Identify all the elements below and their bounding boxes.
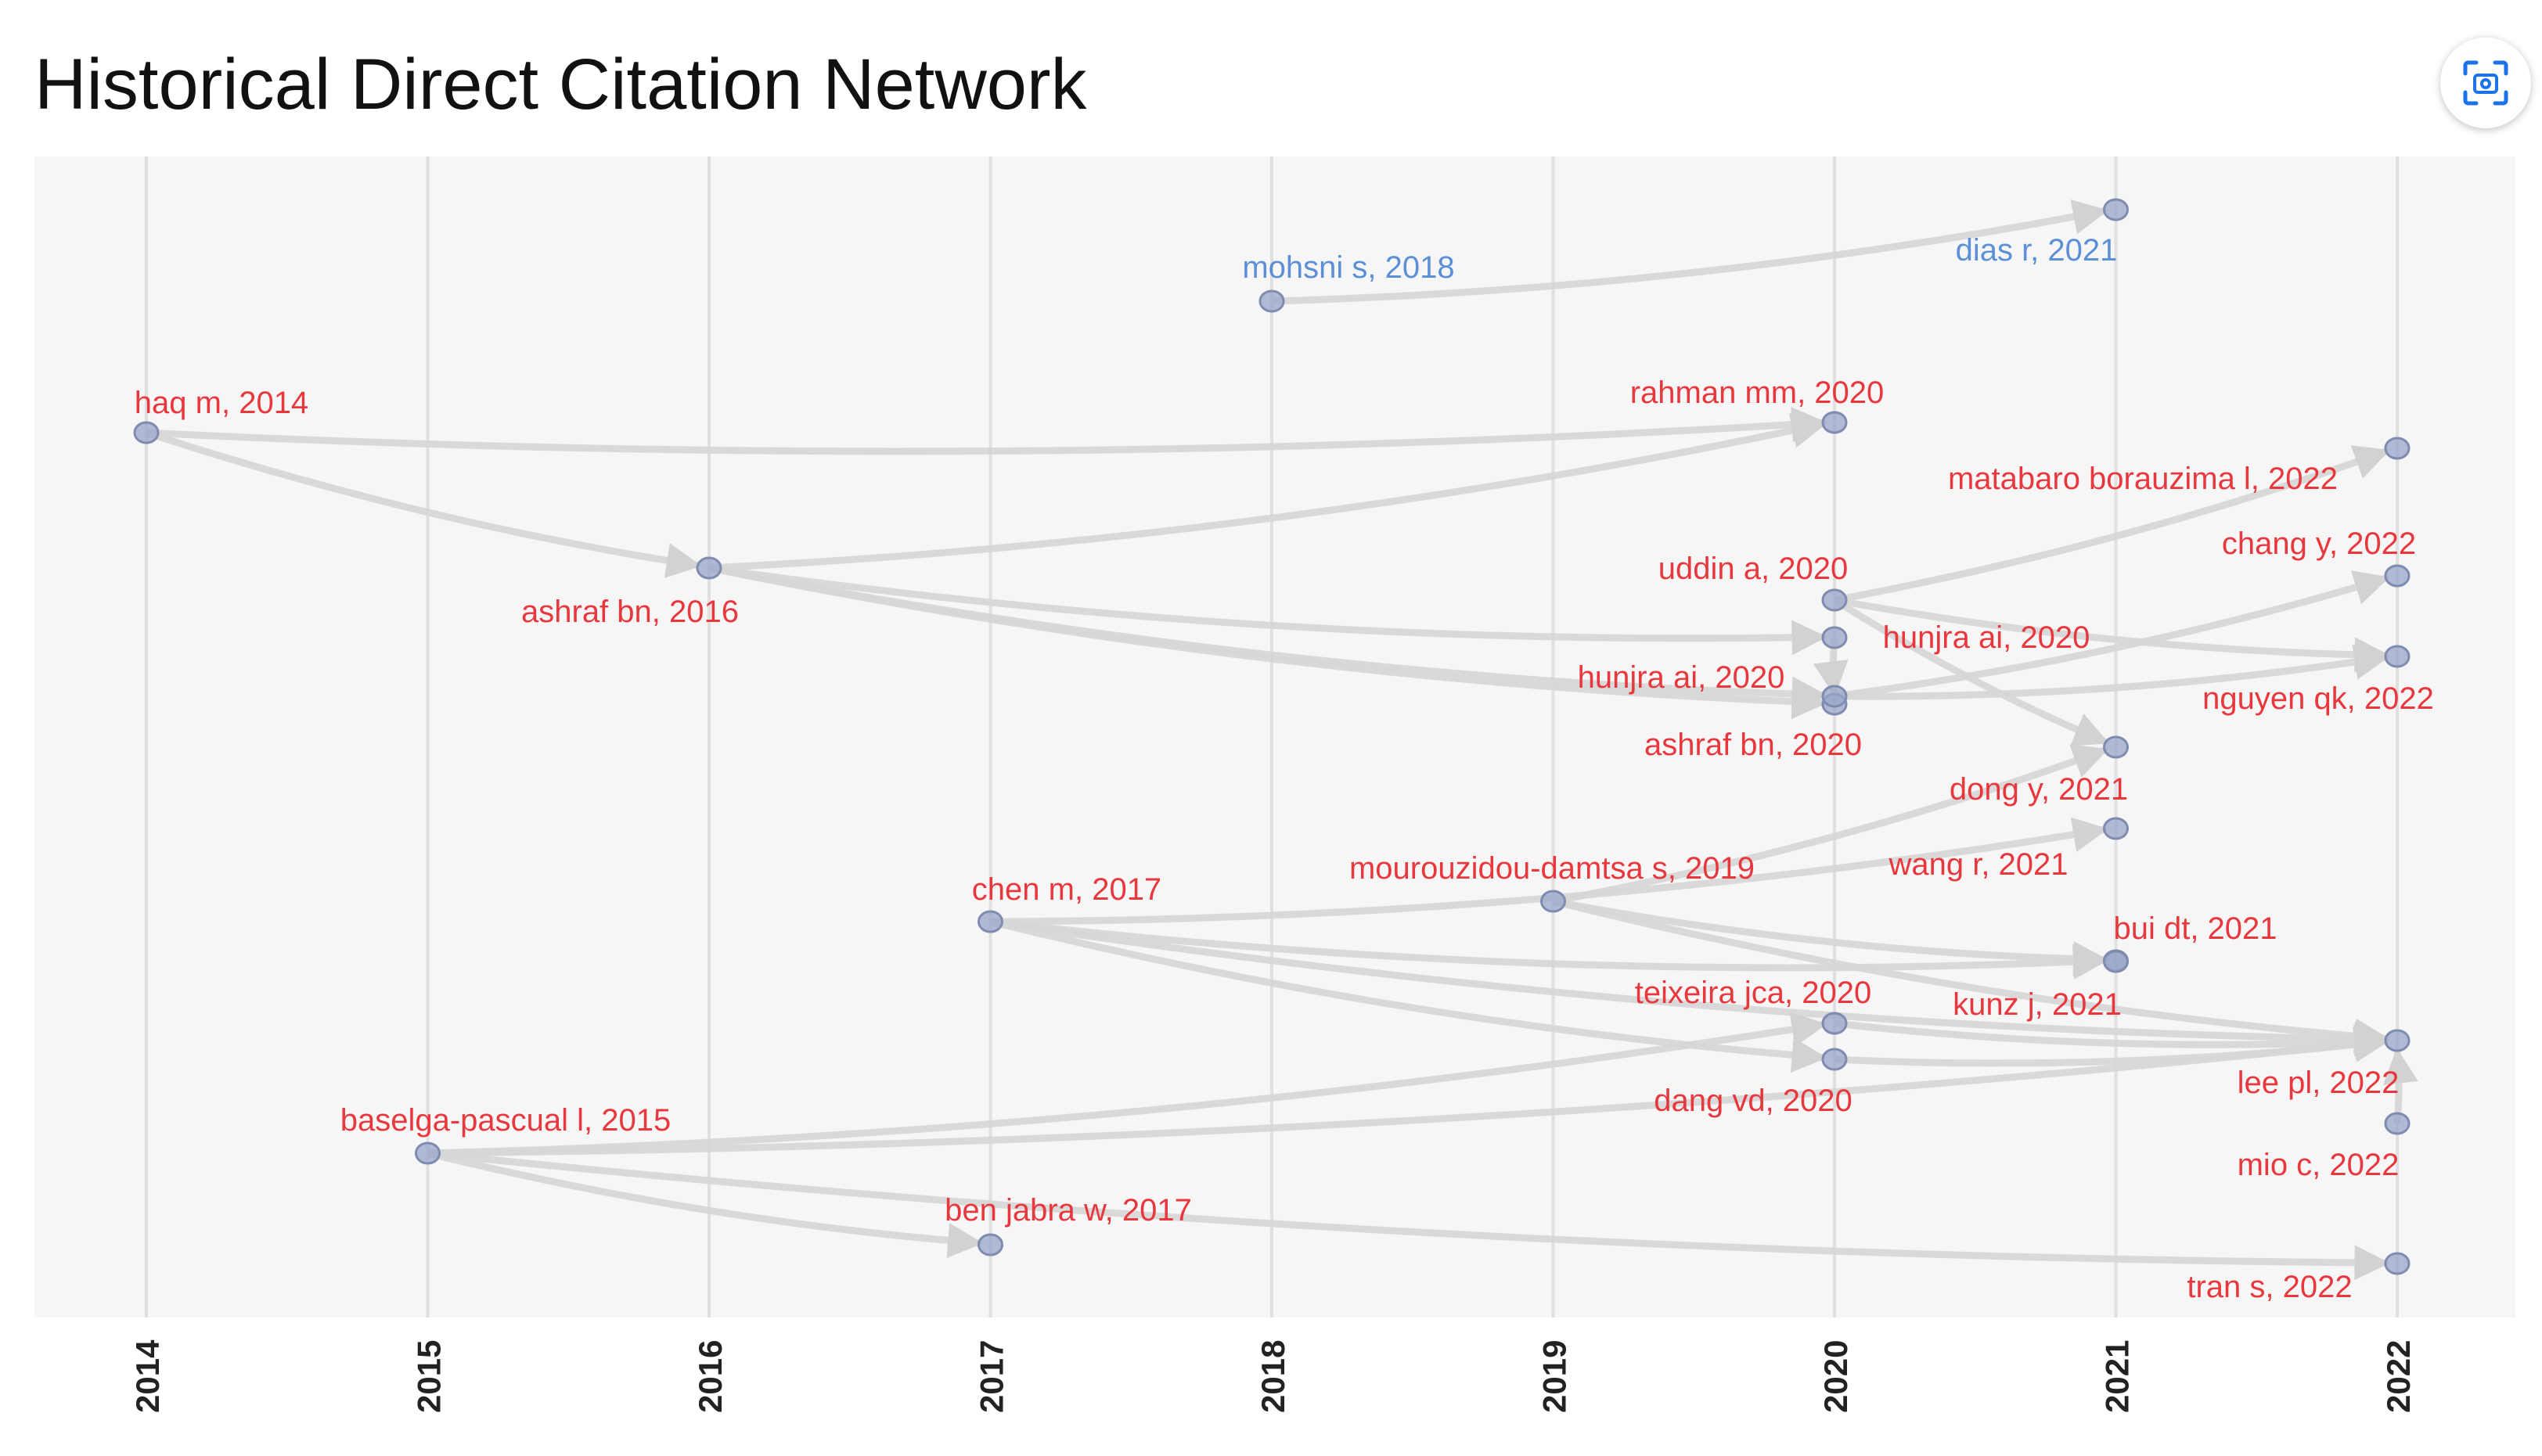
node-label-dong_2021: dong y, 2021 (1950, 772, 2128, 807)
edge-ashraf_2016-to-rahman_2020 (708, 413, 1827, 572)
node-matabaro_2022[interactable] (2384, 437, 2411, 460)
node-label-haq_2014: haq m, 2014 (135, 386, 308, 420)
edge-haq_2014-to-rahman_2020 (146, 407, 1827, 455)
node-dong_2021[interactable] (2103, 735, 2129, 759)
node-dias_2021[interactable] (2103, 198, 2129, 221)
node-label-hunjra_2020b: hunjra ai, 2020 (1883, 620, 2090, 655)
node-tran_2022[interactable] (2384, 1252, 2411, 1275)
node-label-benjabra_2017: ben jabra w, 2017 (945, 1193, 1192, 1228)
node-chen_2017[interactable] (978, 910, 1003, 933)
edge-baselga_2015-to-lee_2022 (427, 1026, 2390, 1157)
node-label-wang_2021: wang r, 2021 (1888, 847, 2068, 882)
node-label-ashraf_2016: ashraf bn, 2016 (521, 595, 739, 629)
node-label-chen_2017: chen m, 2017 (972, 872, 1161, 907)
node-label-baselga_2015: baselga-pascual l, 2015 (340, 1103, 672, 1138)
node-wang_2021[interactable] (2103, 817, 2129, 840)
node-mourouzidou_2019[interactable] (1540, 890, 1566, 913)
node-label-uddin_2020: uddin a, 2020 (1658, 552, 1848, 586)
node-benjabra_2017[interactable] (978, 1233, 1003, 1256)
x-tick-label-2021: 2021 (2099, 1340, 2136, 1413)
node-lee_2022[interactable] (2384, 1029, 2411, 1052)
node-label-dang_2020: dang vd, 2020 (1654, 1084, 1852, 1118)
label-layer: mohsni s, 2018 dias r, 2021 haq m, 2014 rah… (135, 233, 2434, 1304)
node-hunjra_2020b[interactable] (1821, 626, 1848, 649)
node-layer (133, 198, 2411, 1275)
edge-chen_2017-to-bui_2021 (989, 918, 2109, 980)
node-label-hunjra_2020a: hunjra ai, 2020 (1578, 660, 1785, 695)
edge-ashraf_2020-to-nguyen_2022 (1834, 644, 2390, 700)
chart-title: Historical Direct Citation Network (34, 45, 1087, 124)
screenshot-button[interactable] (2440, 38, 2531, 128)
node-haq_2014[interactable] (133, 421, 160, 444)
x-tick-label-2015: 2015 (411, 1340, 448, 1413)
node-label-chang_2022: chang y, 2022 (2222, 527, 2416, 561)
node-label-teixeira_2020: teixeira jca, 2020 (1635, 976, 1871, 1010)
edge-haq_2014-to-ashraf_2016 (145, 429, 702, 578)
edge-dang_2020-to-lee_2022 (1834, 1026, 2390, 1067)
node-baselga_2015[interactable] (415, 1141, 441, 1165)
x-tick-label-2018: 2018 (1255, 1340, 1291, 1413)
node-ashraf_2020[interactable] (1821, 685, 1848, 708)
edge-ashraf_2016-to-hunjra_2020b (708, 564, 1827, 656)
node-nguyen_2022[interactable] (2384, 645, 2411, 668)
x-tick-label-2019: 2019 (1536, 1340, 1573, 1413)
edge-mourouzidou_2019-to-bui_2021 (1552, 897, 2109, 977)
node-label-nguyen_2022: nguyen qk, 2022 (2202, 681, 2434, 716)
edge-layer (145, 200, 2418, 1281)
plot-background (34, 156, 2515, 1318)
node-label-lee_2022: lee pl, 2022 (2238, 1066, 2400, 1100)
x-tick-label-2020: 2020 (1817, 1340, 1854, 1413)
node-rahman_2020[interactable] (1821, 411, 1848, 434)
edge-ashraf_2020-to-chang_2022 (1834, 570, 2390, 700)
x-tick-label-2022: 2022 (2380, 1340, 2417, 1413)
edge-uddin_2020-to-matabaro_2022 (1834, 445, 2390, 604)
edge-mohsni_2018-to-dias_2021 (1271, 200, 2108, 305)
edge-mourouzidou_2019-to-dong_2021 (1552, 744, 2109, 905)
edge-baselga_2015-to-teixeira_2020 (427, 1012, 1827, 1157)
node-label-ashraf_2020: ashraf bn, 2020 (1644, 728, 1862, 762)
node-label-mohsni_2018: mohsni s, 2018 (1242, 250, 1454, 285)
node-mohsni_2018[interactable] (1258, 289, 1285, 313)
node-label-mourouzidou_2019: mourouzidou-damtsa s, 2019 (1349, 851, 1755, 886)
x-axis: 2014 2015 2016 2017 2018 2019 2020 2021 2022 (129, 1339, 2417, 1413)
x-tick-label-2016: 2016 (692, 1340, 729, 1413)
edge-chen_2017-to-lee_2022 (989, 918, 2390, 1057)
node-uddin_2020[interactable] (1821, 588, 1848, 612)
node-label-rahman_2020: rahman mm, 2020 (1630, 376, 1885, 410)
edge-mourouzidou_2019-to-lee_2022 (1552, 897, 2390, 1054)
node-label-tran_2022: tran s, 2022 (2187, 1270, 2352, 1304)
node-chang_2022[interactable] (2384, 564, 2411, 588)
node-label-matabaro_2022: matabaro borauzima l, 2022 (1948, 462, 2338, 496)
node-label-dias_2021: dias r, 2021 (1956, 233, 2118, 268)
x-tick-label-2014: 2014 (129, 1339, 166, 1413)
edge-baselga_2015-to-benjabra_2017 (427, 1149, 984, 1259)
node-teixeira_2020[interactable] (1821, 1012, 1848, 1035)
edge-uddin_2020-to-nguyen_2022 (1834, 596, 2390, 673)
edge-ashraf_2016-to-ashraf_2020 (708, 564, 1827, 712)
node-label-kunz_2021: kunz j, 2021 (1953, 987, 2122, 1022)
node-label-bui_2021: bui dt, 2021 (2113, 911, 2277, 946)
node-kunz_2021[interactable] (2103, 950, 2129, 973)
node-dang_2020[interactable] (1821, 1048, 1848, 1071)
node-mio_2022[interactable] (2384, 1112, 2411, 1135)
node-ashraf_2016[interactable] (696, 556, 722, 580)
x-tick-label-2017: 2017 (974, 1340, 1010, 1413)
edge-baselga_2015-to-tran_2022 (427, 1149, 2390, 1281)
node-label-mio_2022: mio c, 2022 (2238, 1148, 2400, 1182)
camera-focus-icon (2463, 60, 2508, 106)
edge-teixeira_2020-to-lee_2022 (1834, 1019, 2390, 1060)
